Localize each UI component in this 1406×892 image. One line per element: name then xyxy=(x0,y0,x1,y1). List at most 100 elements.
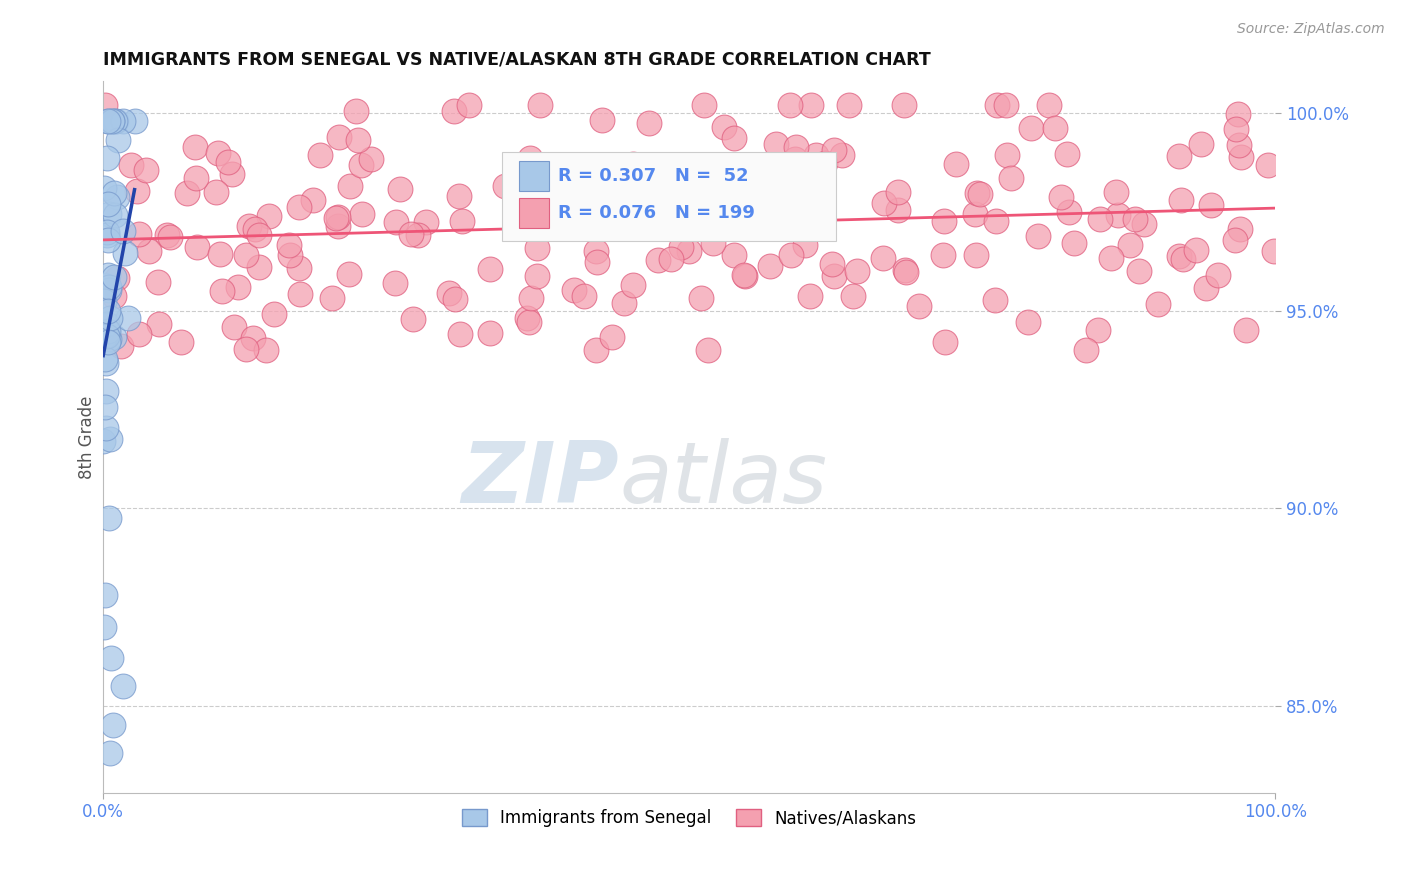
Point xyxy=(526,241,548,255)
Point xyxy=(586,254,609,268)
Point xyxy=(402,312,425,326)
Point xyxy=(256,343,278,357)
Point xyxy=(1123,212,1146,227)
Point xyxy=(823,268,845,283)
Point xyxy=(780,248,803,262)
Point xyxy=(783,152,806,166)
Point xyxy=(94,588,117,602)
Point xyxy=(408,228,430,243)
Point xyxy=(325,211,347,226)
Point xyxy=(842,289,865,303)
Point xyxy=(1000,171,1022,186)
Point xyxy=(647,252,669,267)
Point xyxy=(105,190,128,204)
Point xyxy=(1189,137,1212,152)
Point xyxy=(1263,244,1285,259)
Point xyxy=(120,158,142,172)
Point xyxy=(550,203,572,218)
Point xyxy=(1229,222,1251,236)
Point xyxy=(449,327,471,342)
Point xyxy=(1227,106,1250,120)
Point xyxy=(1099,251,1122,265)
Point xyxy=(221,167,243,181)
Point xyxy=(659,252,682,266)
Point xyxy=(963,207,986,221)
Point xyxy=(235,343,257,357)
Point xyxy=(894,265,917,279)
Point xyxy=(738,208,761,222)
Point xyxy=(621,156,644,170)
Point xyxy=(965,248,987,262)
Point xyxy=(207,146,229,161)
FancyBboxPatch shape xyxy=(502,153,835,242)
Point xyxy=(211,285,233,299)
Point xyxy=(247,228,270,243)
Point xyxy=(93,181,115,195)
Point xyxy=(1026,229,1049,244)
Point xyxy=(1234,323,1257,337)
Point xyxy=(94,98,117,112)
Point xyxy=(845,264,868,278)
Text: Source: ZipAtlas.com: Source: ZipAtlas.com xyxy=(1237,22,1385,37)
Point xyxy=(1087,323,1109,337)
Point xyxy=(94,384,117,398)
Point xyxy=(399,227,422,242)
Point xyxy=(519,152,541,166)
Point xyxy=(104,113,127,128)
Point xyxy=(350,207,373,221)
Point xyxy=(111,224,134,238)
Point xyxy=(96,227,118,242)
Point xyxy=(98,746,121,760)
Point xyxy=(1227,137,1250,152)
Point xyxy=(969,187,991,202)
Point xyxy=(966,186,988,200)
Point xyxy=(450,214,472,228)
Point xyxy=(823,143,845,157)
Point xyxy=(103,270,125,285)
Point xyxy=(96,421,118,435)
Point xyxy=(1170,193,1192,207)
Point xyxy=(360,153,382,167)
Point xyxy=(1063,235,1085,250)
Point xyxy=(224,319,246,334)
Point xyxy=(808,212,831,227)
Point xyxy=(156,227,179,242)
Point xyxy=(821,257,844,271)
Point xyxy=(107,133,129,147)
Point xyxy=(208,247,231,261)
Point xyxy=(1076,343,1098,357)
Point xyxy=(439,286,461,301)
Point xyxy=(96,226,118,240)
Point xyxy=(101,113,124,128)
Point xyxy=(983,293,1005,307)
Point xyxy=(288,286,311,301)
Point xyxy=(128,327,150,342)
Point xyxy=(96,329,118,343)
Point xyxy=(699,191,721,205)
Point xyxy=(1230,150,1253,164)
Point xyxy=(93,434,115,448)
Point xyxy=(585,343,607,357)
Text: IMMIGRANTS FROM SENEGAL VS NATIVE/ALASKAN 8TH GRADE CORRELATION CHART: IMMIGRANTS FROM SENEGAL VS NATIVE/ALASKA… xyxy=(103,51,931,69)
Point xyxy=(1199,198,1222,212)
Point xyxy=(186,240,208,254)
Point xyxy=(1105,185,1128,199)
Point xyxy=(1168,249,1191,263)
Point xyxy=(831,148,853,162)
Point xyxy=(97,335,120,350)
Point xyxy=(98,432,121,446)
Point xyxy=(385,215,408,229)
Point xyxy=(308,148,330,162)
Point xyxy=(242,331,264,345)
Point xyxy=(534,158,557,172)
Point xyxy=(1107,208,1129,222)
Point xyxy=(689,291,711,305)
Point xyxy=(96,151,118,165)
Point xyxy=(94,329,117,343)
Point xyxy=(1017,315,1039,329)
Point xyxy=(1118,238,1140,252)
Point xyxy=(97,268,120,282)
Point xyxy=(804,148,827,162)
Point xyxy=(671,240,693,254)
Point xyxy=(347,133,370,147)
